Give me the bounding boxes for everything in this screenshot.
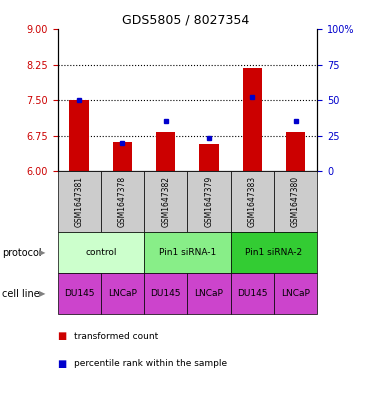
- Text: GSM1647379: GSM1647379: [204, 176, 213, 227]
- Text: percentile rank within the sample: percentile rank within the sample: [74, 359, 227, 368]
- Text: GSM1647381: GSM1647381: [75, 176, 83, 227]
- Text: LNCaP: LNCaP: [281, 289, 310, 298]
- Text: GSM1647378: GSM1647378: [118, 176, 127, 227]
- Bar: [243, 68, 262, 171]
- Text: ▶: ▶: [39, 289, 46, 298]
- Text: GSM1647382: GSM1647382: [161, 176, 170, 227]
- Text: DU145: DU145: [64, 289, 94, 298]
- Text: GSM1647383: GSM1647383: [248, 176, 257, 227]
- Text: DU145: DU145: [151, 289, 181, 298]
- Text: LNCaP: LNCaP: [108, 289, 137, 298]
- Text: cell line: cell line: [2, 289, 40, 299]
- Text: LNCaP: LNCaP: [194, 289, 223, 298]
- Text: GSM1647380: GSM1647380: [291, 176, 300, 227]
- Text: ▶: ▶: [39, 248, 46, 257]
- Text: Pin1 siRNA-2: Pin1 siRNA-2: [245, 248, 302, 257]
- Text: ■: ■: [58, 358, 70, 369]
- Bar: [113, 142, 132, 171]
- Text: GDS5805 / 8027354: GDS5805 / 8027354: [122, 14, 249, 27]
- Text: protocol: protocol: [2, 248, 42, 257]
- Bar: [286, 132, 305, 171]
- Text: Pin1 siRNA-1: Pin1 siRNA-1: [159, 248, 216, 257]
- Bar: [156, 132, 175, 171]
- Bar: [199, 143, 219, 171]
- Text: transformed count: transformed count: [74, 332, 158, 340]
- Text: DU145: DU145: [237, 289, 267, 298]
- Bar: [69, 100, 89, 171]
- Text: ■: ■: [58, 331, 70, 341]
- Text: control: control: [85, 248, 116, 257]
